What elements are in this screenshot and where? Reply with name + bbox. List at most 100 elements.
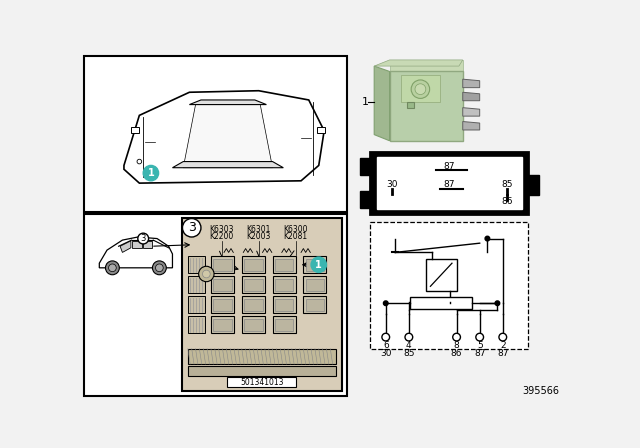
- Circle shape: [476, 333, 484, 341]
- Text: 30: 30: [380, 349, 392, 358]
- Circle shape: [452, 333, 460, 341]
- Bar: [306, 258, 324, 271]
- Text: K2200: K2200: [210, 232, 234, 241]
- Bar: [244, 319, 262, 331]
- Polygon shape: [463, 79, 480, 88]
- Bar: [244, 258, 262, 271]
- Text: 87: 87: [443, 180, 454, 189]
- Polygon shape: [99, 237, 172, 268]
- Polygon shape: [463, 121, 480, 130]
- Text: K6303: K6303: [209, 224, 234, 233]
- Bar: [188, 366, 336, 375]
- Text: 86: 86: [451, 349, 462, 358]
- Bar: [242, 316, 265, 333]
- Circle shape: [495, 301, 500, 306]
- Bar: [401, 75, 440, 102]
- Circle shape: [152, 261, 166, 275]
- Text: 2: 2: [500, 341, 506, 350]
- Bar: [213, 258, 232, 271]
- Circle shape: [137, 159, 141, 164]
- Bar: [275, 279, 293, 291]
- Text: K2003: K2003: [246, 232, 271, 241]
- Text: 501341013: 501341013: [240, 378, 284, 387]
- Bar: [303, 256, 326, 273]
- Polygon shape: [132, 241, 141, 248]
- Text: 395566: 395566: [522, 386, 559, 396]
- Circle shape: [382, 333, 390, 341]
- Bar: [273, 296, 296, 313]
- Bar: [188, 296, 205, 313]
- Bar: [244, 279, 262, 291]
- Text: 87: 87: [497, 349, 509, 358]
- Bar: [273, 276, 296, 293]
- Text: 1: 1: [148, 168, 154, 178]
- Bar: [303, 296, 326, 313]
- Text: K6300: K6300: [284, 224, 308, 233]
- Text: 1: 1: [316, 260, 322, 270]
- Text: 1: 1: [362, 97, 369, 107]
- Bar: [188, 349, 336, 364]
- Bar: [188, 316, 205, 333]
- Text: 4: 4: [406, 341, 412, 350]
- Polygon shape: [463, 92, 480, 101]
- Polygon shape: [463, 108, 480, 116]
- Text: 5: 5: [477, 341, 483, 350]
- Circle shape: [143, 165, 159, 181]
- Circle shape: [156, 264, 163, 271]
- Circle shape: [138, 233, 148, 244]
- Bar: [84, 56, 348, 211]
- Polygon shape: [124, 90, 324, 183]
- Bar: [273, 256, 296, 273]
- Bar: [317, 127, 325, 133]
- Text: 8: 8: [454, 341, 460, 350]
- Circle shape: [109, 264, 116, 271]
- Circle shape: [383, 301, 388, 306]
- Polygon shape: [172, 162, 284, 168]
- Text: 85: 85: [403, 349, 415, 358]
- Text: 3: 3: [188, 221, 196, 234]
- Bar: [371, 222, 528, 349]
- Bar: [376, 157, 522, 209]
- Bar: [360, 191, 372, 208]
- Polygon shape: [390, 60, 463, 72]
- Bar: [182, 218, 342, 391]
- Circle shape: [106, 261, 119, 275]
- Circle shape: [202, 270, 210, 278]
- Circle shape: [411, 80, 429, 99]
- Bar: [242, 276, 265, 293]
- Bar: [131, 127, 139, 133]
- Bar: [426, 258, 456, 291]
- Bar: [275, 319, 293, 331]
- Bar: [303, 276, 326, 293]
- Bar: [211, 256, 234, 273]
- Bar: [188, 276, 205, 293]
- Bar: [211, 316, 234, 333]
- Circle shape: [311, 257, 326, 272]
- Text: 87: 87: [474, 349, 486, 358]
- Bar: [213, 279, 232, 291]
- Circle shape: [405, 333, 413, 341]
- Polygon shape: [120, 241, 131, 252]
- Text: 87: 87: [443, 162, 454, 171]
- Circle shape: [182, 219, 201, 237]
- Bar: [410, 297, 472, 310]
- Bar: [360, 159, 372, 176]
- Bar: [242, 296, 265, 313]
- Circle shape: [499, 333, 507, 341]
- Text: 86: 86: [501, 197, 513, 206]
- Text: 6: 6: [383, 341, 388, 350]
- Bar: [306, 299, 324, 311]
- Polygon shape: [374, 66, 390, 141]
- Bar: [527, 176, 539, 195]
- Bar: [188, 256, 205, 273]
- Bar: [242, 256, 265, 273]
- Polygon shape: [374, 60, 463, 66]
- Polygon shape: [189, 100, 266, 104]
- Bar: [275, 299, 293, 311]
- Bar: [306, 279, 324, 291]
- Bar: [273, 316, 296, 333]
- Text: 30: 30: [386, 180, 397, 189]
- Bar: [371, 152, 528, 214]
- Circle shape: [415, 84, 426, 95]
- Text: K2081: K2081: [284, 232, 308, 241]
